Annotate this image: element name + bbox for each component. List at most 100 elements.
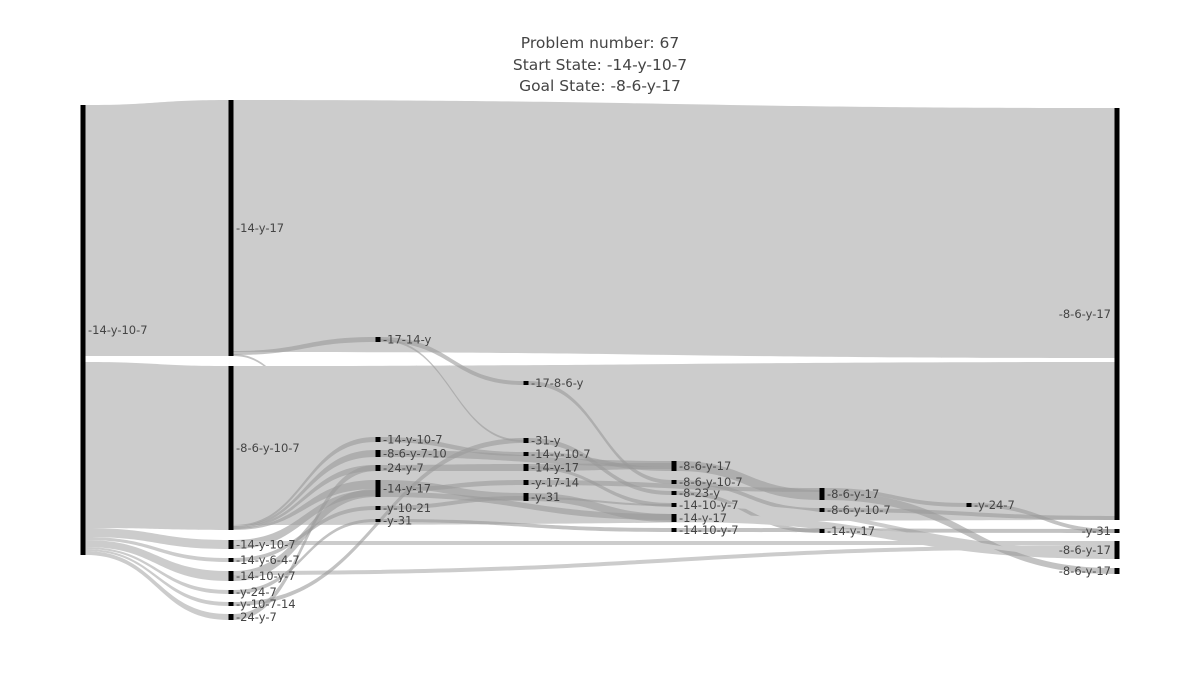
sankey-node-label: -14-y-10-7 [383,433,443,447]
sankey-node-label: -y-31 [1082,524,1111,538]
sankey-node[interactable] [523,464,529,471]
sankey-link [971,503,1115,533]
sankey-node-label: -y-17-14 [531,476,579,490]
sankey-node[interactable] [80,105,86,555]
sankey-node-label: -14-y-17 [679,511,727,525]
sankey-node-label: -14-y-17 [383,482,431,496]
sankey-link [85,100,229,356]
sankey-node[interactable] [228,540,234,549]
sankey-link [676,503,1115,553]
sankey-link [528,497,672,506]
sankey-link [85,547,229,594]
sankey-node[interactable] [228,614,234,620]
sankey-node-label: -14-y-17 [531,461,579,475]
sankey-node-label: -14-y-10-7 [531,447,591,461]
sankey-node[interactable] [228,571,234,581]
sankey-node-label: -8-6-y-10-7 [236,441,300,455]
sankey-link [824,492,1115,574]
sankey-link [380,437,524,456]
sankey-node[interactable] [228,558,234,562]
sankey-node[interactable] [228,602,234,606]
sankey-link [380,480,524,492]
sankey-node[interactable] [671,514,677,522]
sankey-node[interactable] [1114,529,1120,533]
sankey-node-label: -24-y-7 [383,461,424,475]
sankey-node[interactable] [228,590,234,594]
sankey-link [528,463,672,471]
sankey-link [85,528,229,549]
sankey-node[interactable] [228,100,234,356]
sankey-node[interactable] [819,488,825,500]
sankey-node[interactable] [375,337,381,342]
sankey-node[interactable] [375,519,381,522]
sankey-node-label: -y-24-7 [236,585,277,599]
sankey-link [676,461,820,500]
sankey-link [528,493,672,522]
sankey-link [824,488,967,507]
sankey-node[interactable] [819,508,825,512]
sankey-links [85,100,1115,620]
sankey-node-label: -14-y-17 [236,221,284,235]
sankey-link [380,337,524,385]
sankey-link [824,529,1115,557]
sankey-link [380,480,524,501]
sankey-node[interactable] [523,493,529,501]
sankey-link [233,490,376,549]
sankey-node[interactable] [375,506,381,510]
sankey-link [380,496,524,510]
goal-state-title: Goal State: -8-6-y-17 [519,77,681,95]
sankey-node[interactable] [523,480,529,485]
sankey-link [85,537,229,562]
sankey-node[interactable] [671,480,677,484]
sankey-node-label: -14-10-y-7 [236,569,296,583]
sankey-node-label: -14-y-6-4-7 [236,553,300,567]
sankey-link [85,540,229,581]
sankey-node[interactable] [375,480,381,497]
sankey-link [676,528,1115,533]
sankey-node-label: -17-14-y [383,333,432,347]
sankey-node[interactable] [819,529,825,533]
sankey-link [676,480,820,512]
sankey-node-label: -8-6-y-17 [827,487,879,501]
sankey-node-label: -y-24-7 [974,498,1015,512]
sankey-node[interactable] [523,381,529,385]
problem-number-title: Problem number: 67 [520,34,680,52]
sankey-node[interactable] [375,437,381,442]
sankey-link [380,519,672,532]
sankey-link [233,465,376,620]
sankey-node[interactable] [671,461,677,471]
sankey-node[interactable] [228,366,234,530]
sankey-node-label: -8-6-y-17 [679,459,731,473]
sankey-node[interactable] [375,465,381,471]
sankey-node[interactable] [1114,108,1120,520]
sankey-node[interactable] [375,450,381,457]
sankey-node-label: -14-y-10-7 [236,538,296,552]
sankey-node[interactable] [671,491,677,495]
sankey-node-label: -8-6-y-7-10 [383,447,447,461]
sankey-node[interactable] [671,528,677,532]
sankey-node-label: -y-10-21 [383,501,431,515]
start-state-title: Start State: -14-y-10-7 [512,55,688,74]
sankey-link [528,466,672,507]
sankey-link [380,464,524,471]
sankey-node[interactable] [523,452,529,456]
sankey-node[interactable] [671,503,677,507]
sankey-node[interactable] [1114,568,1120,574]
diagram-title: Problem number: 67 Start State: -14-y-10… [0,33,1200,98]
sankey-node[interactable] [966,503,972,507]
sankey-link [676,491,820,533]
sankey-labels: -14-y-10-7-14-y-17-8-6-y-10-7-14-y-10-7-… [88,221,1111,624]
sankey-node-label: -14-y-17 [827,524,875,538]
sankey-node-label: -8-6-y-10-7 [827,503,891,517]
sankey-link [380,492,672,520]
sankey-node-label: -8-6-y-10-7 [679,475,743,489]
sankey-link [233,100,1115,358]
sankey-node[interactable] [523,438,529,443]
sankey-node[interactable] [1114,541,1120,559]
sankey-link [85,362,229,530]
sankey-link [233,337,376,355]
sankey-node-label: -y-31 [383,514,412,528]
sankey-link [233,480,376,530]
sankey-link [233,489,376,581]
